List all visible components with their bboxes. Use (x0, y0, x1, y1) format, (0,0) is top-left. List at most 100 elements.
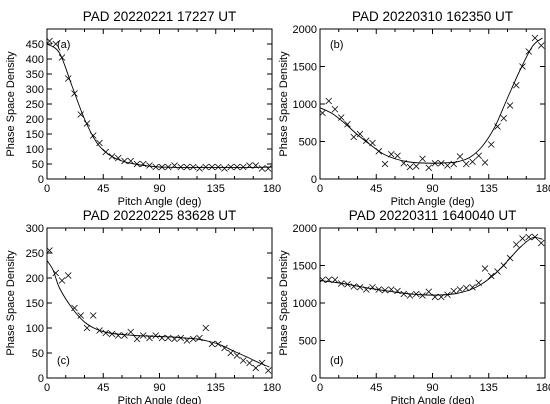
data-point (331, 105, 339, 113)
data-point (337, 114, 345, 121)
fit-curve (47, 43, 272, 169)
y-tick-label: 2000 (293, 223, 317, 235)
x-tick-label: 180 (536, 382, 550, 394)
y-tick-label: 500 (299, 137, 317, 149)
y-tick-label: 500 (299, 336, 317, 348)
data-point (196, 165, 203, 172)
data-point (183, 163, 191, 171)
fit-curve (320, 37, 543, 164)
data-point (487, 141, 495, 148)
panel-label: (b) (330, 39, 343, 51)
y-tick-label: 1500 (293, 261, 317, 273)
chart-panel-1: PAD 20220221 17227 UT0 45 90 135 18005010015… (5, 9, 281, 208)
y-tick-label: 150 (26, 129, 44, 141)
data-point (46, 37, 53, 45)
data-point (456, 153, 464, 160)
data-point (89, 312, 97, 319)
x-tick-label: 45 (97, 183, 109, 195)
data-point (462, 284, 470, 292)
x-tick-label: 0 (317, 183, 323, 195)
data-point (487, 272, 495, 280)
data-point (356, 283, 364, 291)
data-point (202, 324, 210, 332)
data-point (264, 367, 272, 374)
data-point (77, 111, 85, 118)
data-point (506, 102, 514, 109)
x-axis-label: Pitch Angle (deg) (118, 196, 202, 208)
x-axis-label: Pitch Angle (deg) (391, 395, 475, 404)
y-tick-label: 250 (26, 99, 44, 111)
data-point (475, 152, 483, 160)
chart-panel-4: PAD 20220311 1640040 UT 0 45 90 135 180 0 500 10… (278, 208, 550, 404)
data-point (450, 287, 458, 295)
data-point (108, 330, 116, 338)
x-tick-label: 90 (426, 183, 438, 195)
x-tick-label: 180 (536, 183, 550, 195)
data-point (64, 272, 72, 279)
data-point (121, 157, 128, 165)
x-tick-label: 135 (207, 183, 225, 195)
x-tick-label: 45 (370, 382, 382, 394)
data-point (519, 235, 526, 242)
data-point (481, 159, 489, 166)
y-tick-label: 1000 (293, 298, 317, 310)
y-axis-label: Phase Space Density (278, 51, 290, 157)
y-axis-label: Phase Space Density (5, 51, 17, 157)
data-point (525, 233, 533, 241)
data-point (425, 288, 433, 296)
x-tick-label: 135 (207, 382, 225, 394)
y-tick-label: 200 (26, 114, 44, 126)
data-point (406, 163, 414, 171)
data-point (425, 164, 433, 172)
y-axis-label: Phase Space Density (5, 250, 17, 356)
data-point (227, 163, 235, 171)
panel-label: (a) (57, 39, 70, 51)
y-tick-label: 450 (26, 39, 44, 51)
chart-title: PAD 20220310 162350 UT (352, 9, 513, 24)
data-point (52, 40, 60, 48)
data-point (531, 34, 539, 42)
plot-frame (46, 28, 273, 180)
data-point (419, 155, 426, 163)
data-point (481, 265, 489, 272)
y-tick-label: 50 (32, 348, 44, 360)
data-point (412, 290, 420, 298)
data-point (83, 324, 91, 332)
x-tick-label: 135 (480, 382, 498, 394)
fit-curve (47, 260, 270, 368)
data-point (258, 165, 266, 172)
x-tick-label: 90 (426, 382, 438, 394)
data-point (512, 241, 520, 248)
data-point (252, 364, 260, 372)
data-point (202, 163, 210, 171)
data-point (381, 160, 389, 168)
x-tick-label: 0 (44, 183, 50, 195)
data-point (189, 163, 197, 171)
data-point (264, 165, 272, 172)
y-axis-label: Phase Space Density (278, 250, 290, 356)
x-tick-label: 180 (263, 382, 281, 394)
data-point (58, 277, 66, 284)
data-point (127, 328, 135, 336)
y-tick-label: 2000 (293, 24, 317, 36)
chart-panel-2: PAD 20220310 162350 UT 0 45 90 135 180 0 500 100… (278, 9, 550, 208)
data-point (146, 162, 153, 169)
y-tick-label: 300 (26, 84, 44, 96)
data-point (350, 133, 358, 141)
data-point (239, 163, 247, 171)
data-point (114, 332, 122, 339)
y-tick-label: 0 (311, 174, 317, 186)
y-tick-label: 1500 (293, 62, 317, 74)
data-point (239, 357, 247, 364)
data-point (246, 359, 253, 367)
y-tick-label: 1000 (293, 99, 317, 111)
chart-title: PAD 20220225 83628 UT (83, 208, 237, 223)
data-point (462, 160, 470, 168)
data-point (456, 286, 464, 293)
data-point (77, 312, 85, 319)
data-point (444, 162, 451, 169)
data-point (469, 158, 476, 166)
y-tick-label: 0 (311, 373, 317, 385)
data-point (121, 332, 128, 339)
